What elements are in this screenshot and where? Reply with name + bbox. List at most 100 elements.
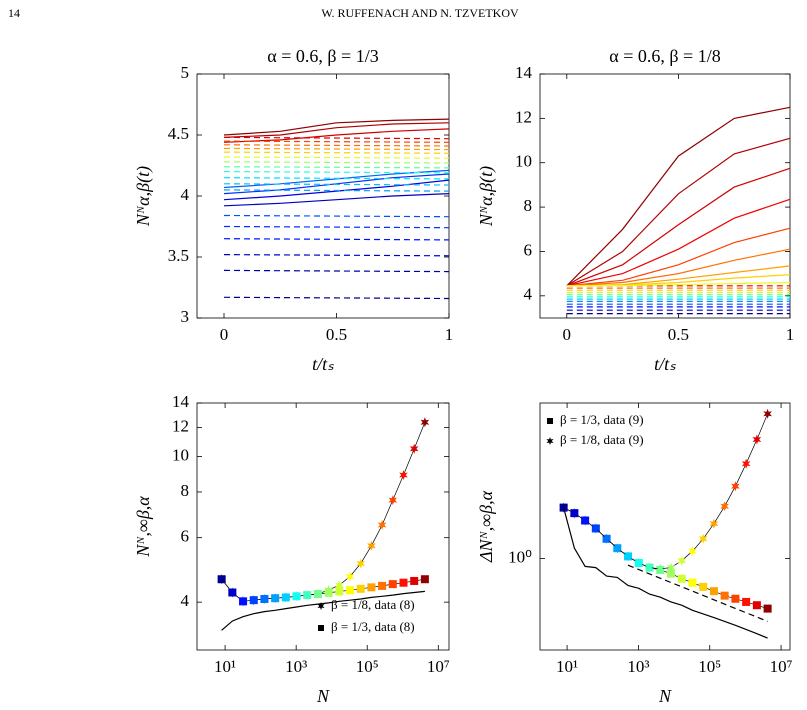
y-tick-label: 6 bbox=[181, 527, 190, 546]
star-marker bbox=[655, 563, 665, 574]
square-marker bbox=[378, 581, 387, 590]
square-marker bbox=[410, 576, 419, 585]
series-line bbox=[566, 167, 791, 287]
star-marker bbox=[602, 533, 611, 544]
series-line bbox=[223, 296, 450, 300]
series-line bbox=[223, 254, 450, 257]
x-tick-label: 10¹ bbox=[214, 657, 236, 676]
running-title: W. RUFFENACH AND N. TZVETKOV bbox=[321, 6, 519, 20]
x-tick-label: 10⁵ bbox=[356, 657, 379, 676]
square-marker bbox=[260, 594, 269, 603]
series-line bbox=[223, 183, 450, 186]
series-line bbox=[223, 156, 450, 159]
x-tick-label: 0 bbox=[220, 325, 229, 344]
series-line bbox=[566, 106, 791, 287]
x-tick-label: 10⁷ bbox=[427, 657, 450, 676]
star-marker bbox=[345, 571, 355, 582]
legend-label: β = 1/8, data (8) bbox=[331, 597, 415, 612]
square-marker bbox=[303, 591, 312, 600]
star-marker bbox=[356, 558, 365, 569]
star-marker bbox=[377, 520, 387, 530]
series-line bbox=[223, 144, 450, 147]
square-marker bbox=[367, 583, 376, 592]
square-marker bbox=[313, 590, 322, 599]
square-marker bbox=[420, 575, 429, 584]
star-marker bbox=[399, 470, 408, 480]
x-tick-label: 10⁵ bbox=[698, 657, 721, 676]
y-axis-label: ΔNᴺ,∞β,α bbox=[476, 490, 496, 563]
legend-marker bbox=[546, 437, 554, 445]
square-marker bbox=[742, 597, 751, 606]
square-marker bbox=[239, 597, 248, 606]
series-line bbox=[566, 198, 791, 287]
star-marker bbox=[335, 580, 344, 591]
y-tick-label: 6 bbox=[524, 240, 533, 259]
series-line bbox=[223, 214, 450, 218]
series-line bbox=[223, 225, 450, 229]
legend-label: β = 1/3, data (9) bbox=[560, 412, 644, 427]
star-marker bbox=[559, 502, 568, 513]
star-marker bbox=[731, 481, 740, 492]
legend-marker bbox=[317, 602, 325, 610]
x-tick-label: 0.5 bbox=[326, 325, 347, 344]
x-tick-label: 10⁷ bbox=[770, 657, 793, 676]
star-marker bbox=[752, 434, 762, 445]
x-axis-label: t/tₛ bbox=[312, 354, 334, 374]
star-marker bbox=[688, 546, 697, 557]
series-line bbox=[221, 422, 426, 602]
axes-frame bbox=[539, 402, 791, 651]
y-tick-label: 5 bbox=[181, 63, 190, 82]
series-line bbox=[223, 136, 450, 140]
series-line bbox=[627, 564, 768, 622]
series-line bbox=[223, 189, 450, 192]
x-tick-label: 0 bbox=[563, 325, 572, 344]
square-marker bbox=[356, 584, 365, 593]
x-tick-label: 10³ bbox=[285, 657, 307, 676]
x-tick-label: 10¹ bbox=[556, 657, 578, 676]
series-line bbox=[563, 507, 768, 639]
square-marker bbox=[228, 588, 237, 597]
legend-label: β = 1/8, data (9) bbox=[560, 432, 644, 447]
series-line bbox=[221, 590, 425, 631]
y-tick-label: 10⁰ bbox=[508, 547, 532, 566]
y-tick-label: 14 bbox=[515, 63, 533, 82]
square-marker bbox=[677, 574, 686, 583]
square-marker bbox=[731, 594, 740, 603]
star-marker bbox=[634, 558, 644, 568]
chart-title: α = 0.6, β = 1/3 bbox=[267, 46, 378, 66]
star-marker bbox=[720, 501, 729, 512]
y-tick-label: 3 bbox=[181, 307, 190, 326]
x-tick-label: 0.5 bbox=[668, 325, 689, 344]
star-marker bbox=[763, 408, 772, 419]
star-marker bbox=[623, 551, 633, 562]
square-marker bbox=[666, 569, 675, 578]
square-marker bbox=[281, 593, 290, 602]
series-line bbox=[223, 151, 450, 154]
series-line bbox=[223, 140, 450, 143]
square-marker bbox=[217, 575, 226, 584]
x-axis-label: t/tₛ bbox=[654, 354, 676, 374]
square-marker bbox=[292, 592, 301, 601]
y-axis-label: Nᴺα,β(t) bbox=[133, 166, 154, 227]
series-line bbox=[223, 238, 450, 241]
y-tick-label: 4.5 bbox=[168, 124, 189, 143]
x-axis-label: N bbox=[658, 686, 672, 706]
series-line bbox=[223, 122, 450, 138]
y-tick-label: 3.5 bbox=[168, 246, 189, 265]
star-marker bbox=[677, 555, 687, 566]
square-marker bbox=[399, 578, 408, 587]
star-marker bbox=[591, 523, 601, 534]
series-line bbox=[566, 227, 791, 287]
square-marker bbox=[709, 587, 718, 596]
star-marker bbox=[645, 562, 654, 573]
series-line bbox=[223, 161, 450, 164]
y-tick-label: 12 bbox=[172, 416, 189, 435]
y-axis-label: Nᴺ,∞β,α bbox=[133, 496, 153, 558]
square-marker bbox=[249, 596, 258, 605]
square-marker bbox=[688, 578, 697, 587]
series-line bbox=[223, 269, 450, 273]
x-axis-label: N bbox=[316, 686, 330, 706]
star-marker bbox=[666, 562, 676, 573]
square-marker bbox=[346, 586, 355, 595]
